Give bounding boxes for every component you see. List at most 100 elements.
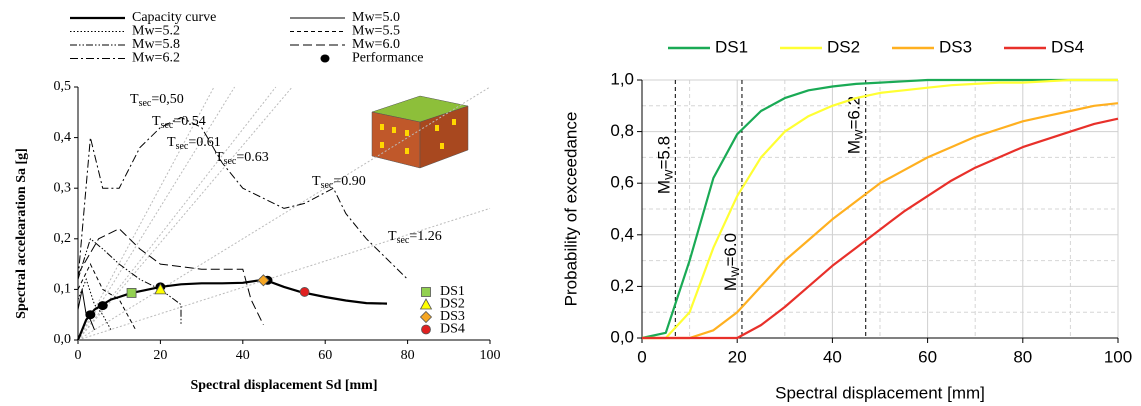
x-tick-label: 40 xyxy=(236,348,250,363)
y-tick-label: 0,2 xyxy=(54,231,72,246)
legend-marker xyxy=(419,298,433,310)
legend-label: Mw=5.5 xyxy=(352,24,400,39)
x-tick-label: 60 xyxy=(318,348,332,363)
series-line xyxy=(642,117,1119,340)
y-tick-label: 0,2 xyxy=(610,276,634,295)
marker xyxy=(154,283,167,295)
window xyxy=(392,127,396,133)
label-base: T xyxy=(312,174,321,189)
window xyxy=(452,119,456,125)
label-base: T xyxy=(215,150,224,165)
label-base: T xyxy=(167,135,176,150)
legend-label: DS4 xyxy=(1051,37,1084,56)
label-text: =0.63 xyxy=(236,150,268,165)
series-line xyxy=(77,262,137,331)
y-tick-label: 1,0 xyxy=(610,69,634,88)
legend-label: Mw=5.2 xyxy=(132,24,180,39)
period-line xyxy=(77,86,491,341)
series-line xyxy=(76,279,388,341)
wall-front xyxy=(371,111,421,169)
period-line xyxy=(77,86,277,341)
y-tick-label: 0,0 xyxy=(54,332,72,347)
label-sub: sec xyxy=(139,98,152,109)
series-line xyxy=(77,228,264,326)
legend-label: Mw=6.0 xyxy=(352,37,400,52)
legend-marker xyxy=(320,54,330,63)
label-sub: W xyxy=(663,169,675,180)
period-label: Tsec=0.54 xyxy=(152,114,206,131)
period-line xyxy=(77,86,293,341)
series-line xyxy=(641,78,1118,340)
legend-label: DS1 xyxy=(715,37,748,56)
x-tick-label: 0 xyxy=(637,347,646,366)
label-sub: sec xyxy=(161,120,174,131)
label-text: =1.26 xyxy=(409,229,441,244)
legend-label: DS3 xyxy=(440,309,465,324)
legend-marker xyxy=(421,287,431,297)
period-line xyxy=(77,86,236,341)
label-text: =6.2 xyxy=(845,96,864,130)
x-tick-label: 20 xyxy=(153,348,167,363)
legend-label: Performance xyxy=(352,51,424,66)
x-tick-label: 0 xyxy=(75,348,82,363)
label-sub: sec xyxy=(397,235,410,246)
label-base: M xyxy=(655,180,674,194)
window xyxy=(440,143,444,149)
magnitude-label: MW=6.2 xyxy=(845,96,865,154)
period-label: Tsec=0,50 xyxy=(130,92,184,109)
label-sub: sec xyxy=(321,180,334,191)
legend-label: DS4 xyxy=(440,322,465,337)
marker xyxy=(299,287,310,297)
series-line xyxy=(77,116,408,280)
label-sub: W xyxy=(854,129,866,140)
legend-label: DS3 xyxy=(939,37,972,56)
marker xyxy=(257,274,270,287)
y-tick-label: 0,3 xyxy=(54,180,72,195)
y-axis-label: Probability of exceedance xyxy=(561,112,580,307)
period-label: Tsec=1.26 xyxy=(388,229,442,246)
x-tick-label: 60 xyxy=(918,347,937,366)
legend-marker xyxy=(421,324,431,335)
label-text: =0,50 xyxy=(151,92,183,107)
x-axis-label: Spectral displacement [mm] xyxy=(775,383,985,402)
window xyxy=(405,148,409,154)
series-line xyxy=(77,237,182,325)
period-label: Tsec=0.63 xyxy=(215,150,269,167)
y-tick-label: 0,6 xyxy=(610,173,634,192)
window xyxy=(380,124,384,130)
label-text: =6.0 xyxy=(721,233,740,267)
label-text: =0.61 xyxy=(188,135,220,150)
label-base: M xyxy=(721,277,740,291)
y-tick-label: 0,8 xyxy=(610,121,634,140)
legend-label: Mw=6.2 xyxy=(132,51,180,66)
legend-label: Capacity curve xyxy=(132,10,216,25)
label-base: T xyxy=(130,92,139,107)
legend-marker xyxy=(419,310,433,324)
period-line xyxy=(77,207,491,341)
legend-label: Mw=5.0 xyxy=(352,10,400,25)
x-tick-label: 80 xyxy=(1013,347,1032,366)
label-base: M xyxy=(845,140,864,154)
x-tick-label: 100 xyxy=(1104,347,1132,366)
label-base: T xyxy=(152,114,161,129)
label-sub: W xyxy=(730,266,742,277)
label-base: T xyxy=(388,229,397,244)
performance-point xyxy=(97,301,108,311)
y-tick-label: 0,4 xyxy=(610,224,634,243)
x-tick-label: 80 xyxy=(401,348,415,363)
performance-point xyxy=(85,310,96,320)
period-label: Tsec=0.61 xyxy=(167,135,221,152)
label-sub: sec xyxy=(224,156,237,167)
magnitude-label: MW=6.0 xyxy=(721,233,741,291)
marker xyxy=(126,288,137,298)
label-text: =0.90 xyxy=(333,174,365,189)
series-line xyxy=(77,277,112,331)
legend-label: DS2 xyxy=(827,37,860,56)
series-line xyxy=(642,102,1119,340)
label-text: =5.8 xyxy=(655,136,674,170)
x-axis-label: Spectral displacement Sd [mm] xyxy=(190,378,377,393)
y-tick-label: 0,4 xyxy=(54,130,72,145)
y-tick-label: 0,0 xyxy=(610,327,634,346)
window xyxy=(405,130,409,136)
